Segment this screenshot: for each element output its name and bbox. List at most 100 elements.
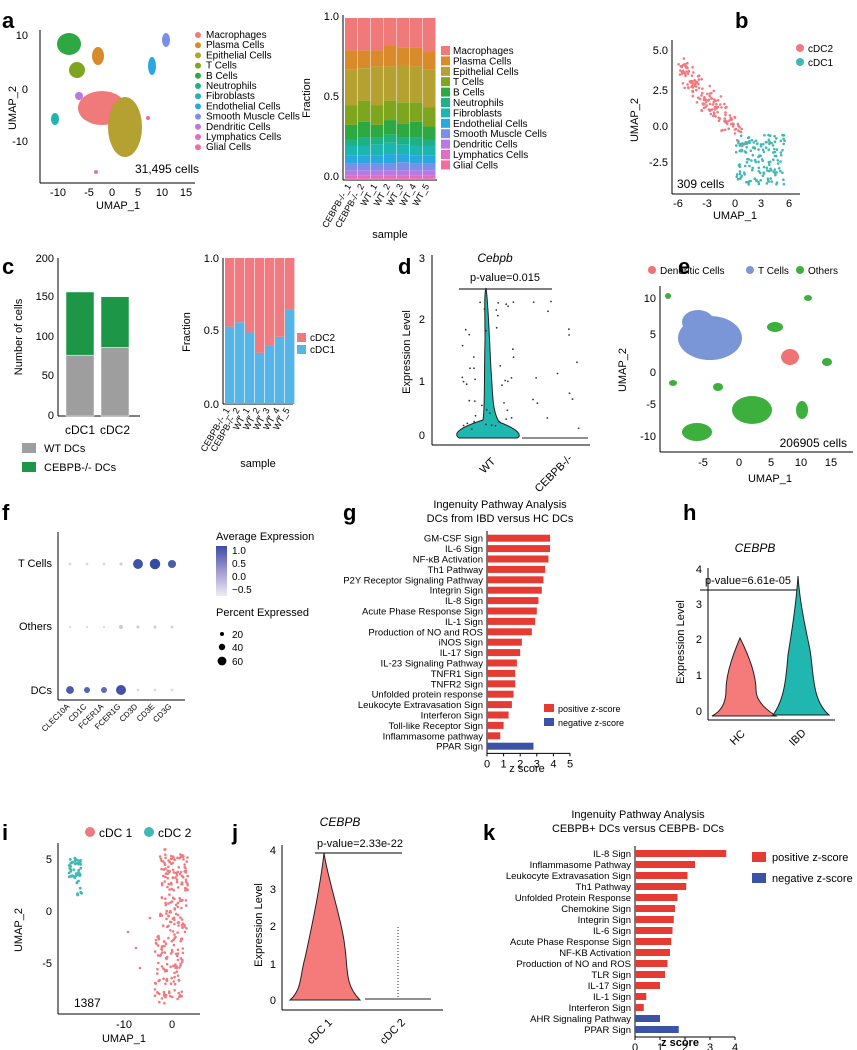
f-dot: [66, 686, 74, 694]
i-point-cdc1: [169, 952, 173, 955]
i-point-cdc2: [75, 881, 79, 885]
a-umap-xtick: -10: [50, 187, 66, 199]
i-point-cdc1: [168, 920, 172, 924]
i-point-cdc1: [175, 878, 179, 881]
a-bar-segment: [410, 170, 423, 176]
i-point-cdc1: [164, 853, 167, 856]
j-title: CEBPB: [320, 815, 361, 829]
i-point-cdc1: [158, 914, 162, 917]
legend-label: Lymphatics Cells: [453, 150, 528, 161]
i-point-cdc1: [178, 966, 181, 969]
d-jitter-point: [504, 379, 507, 382]
b-point-cdc1: [782, 182, 786, 186]
legend-swatch: [195, 72, 201, 79]
i-point-cdc1: [162, 874, 165, 878]
e-legend-t: T Cells: [758, 266, 789, 277]
b-point-cdc1: [768, 142, 771, 146]
c-legend-wt-swatch: [22, 443, 36, 453]
a-bar-segment: [410, 66, 423, 103]
legend-swatch: [441, 56, 450, 66]
e-ylabel: UMAP_2: [617, 348, 629, 392]
g-chart-bar: [487, 534, 551, 542]
b-point-cdc2: [687, 86, 690, 90]
i-point-cdc1: [183, 930, 187, 934]
f-pct-tick: 60: [232, 657, 244, 668]
b-point-cdc1: [753, 158, 757, 162]
legend-swatch: [195, 62, 201, 69]
b-point-cdc1: [767, 148, 770, 152]
b-point-cdc1: [773, 168, 777, 171]
b-point-cdc1: [782, 142, 785, 146]
h-xtick-hc: HC: [728, 728, 748, 748]
b-point-cdc1: [760, 158, 764, 161]
b-point-cdc1: [772, 158, 775, 161]
a-bar-segment: [358, 121, 371, 138]
i-point-cdc1: [168, 893, 171, 896]
b-point-cdc2: [701, 91, 704, 95]
b-point-cdc1: [739, 134, 743, 138]
c-bar-wt: [65, 354, 95, 417]
b-point-cdc2: [682, 57, 686, 60]
i-point-cdc1: [168, 994, 172, 998]
i-point-cdc1: [182, 858, 185, 861]
i-point-cdc1: [164, 903, 168, 907]
d-jitter-point: [474, 378, 476, 381]
f-pct-title: Percent Expressed: [216, 607, 309, 619]
a-bar-segment: [358, 155, 371, 164]
b-point-cdc2: [733, 132, 737, 135]
b-point-cdc1: [762, 171, 766, 174]
i-point-cdc1: [167, 859, 170, 862]
k-chart-bar: [635, 938, 672, 945]
legend-swatch: [441, 129, 450, 139]
b-point-cdc1: [766, 177, 770, 180]
g-xlabel: z score: [509, 763, 544, 775]
i-point-cdc1: [170, 976, 173, 980]
i-point-cdc1: [158, 1000, 161, 1004]
legend-label: Plasma Cells: [453, 56, 511, 67]
a-bar-segment: [423, 170, 436, 176]
i-point-cdc1: [169, 881, 173, 885]
b-point-cdc1: [779, 153, 783, 157]
f-dot: [119, 625, 123, 629]
i-point-cdc1: [173, 982, 177, 986]
panel-letter-d: d: [398, 254, 411, 279]
i-point-cdc1: [176, 901, 180, 905]
c-frac-cdc1: [285, 309, 295, 404]
g-chart-bar: [487, 628, 532, 636]
k-chart-category-label: Th1 Pathway: [576, 882, 632, 893]
a-bar-segment: [371, 178, 384, 180]
i-point-cdc1: [186, 874, 189, 878]
legend-swatch: [195, 134, 201, 140]
b-point-cdc1: [755, 179, 758, 183]
f-pct-tick: 40: [232, 643, 244, 654]
b-point-cdc2: [681, 82, 685, 85]
i-point-cdc2: [68, 858, 72, 861]
a-bar-segment: [384, 175, 397, 179]
c-legend-ko-swatch: [22, 462, 36, 472]
i-point-cdc1: [174, 952, 178, 956]
g-legend-pos-swatch: [544, 704, 554, 712]
i-point-cdc1: [164, 956, 168, 960]
i-point-cdc1: [179, 870, 183, 874]
g-chart-category-label: Integrin Sign: [430, 586, 483, 597]
i-xtick: -10: [116, 1019, 132, 1031]
i-ytick: 0: [46, 906, 52, 918]
f-colorbar: [216, 546, 227, 596]
k-chart-bar: [635, 905, 675, 912]
i-point-cdc1: [158, 978, 161, 982]
b-point-cdc2: [706, 92, 709, 96]
g-chart-category-label: GM-CSF Sign: [424, 534, 483, 545]
i-point-cdc1: [178, 995, 181, 999]
i-point-cdc1: [177, 924, 180, 927]
f-avg-tick: 0.0: [232, 572, 246, 583]
b-legend-cdc2: cDC2: [808, 44, 833, 55]
b-point-cdc1: [762, 150, 766, 154]
d-jitter-point: [576, 361, 578, 364]
b-point-cdc1: [771, 151, 775, 154]
h-ylabel: Expression Level: [675, 600, 687, 684]
a-umap-clusters: [51, 33, 170, 174]
i-point-cdc1: [160, 881, 164, 885]
